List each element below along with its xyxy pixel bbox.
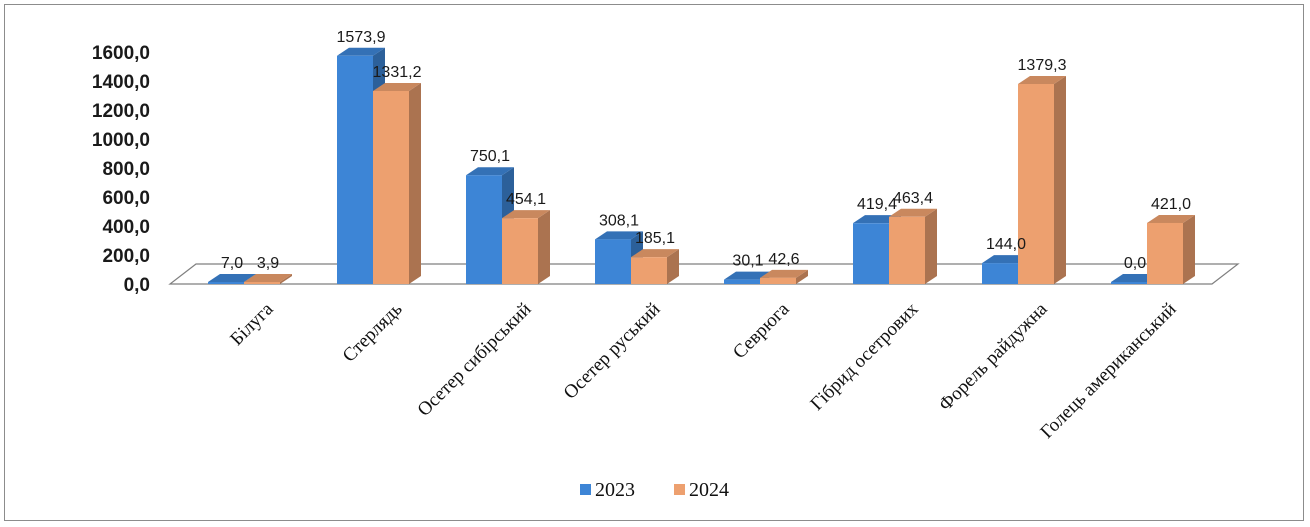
data-label: 463,4 (893, 190, 933, 207)
data-label: 3,9 (257, 255, 279, 272)
bar-top (373, 82, 421, 91)
bar-side (538, 210, 550, 284)
x-tick-label: Білуга (226, 298, 278, 350)
bar-2024-3 (631, 249, 679, 284)
bar-top (244, 274, 292, 282)
bar-front (208, 282, 244, 284)
data-label: 1331,2 (373, 64, 422, 81)
x-tick-label: Гібрид осетрових (806, 298, 923, 415)
bar-2024-6 (1018, 76, 1066, 285)
data-label: 30,1 (732, 253, 763, 270)
chart-floor (168, 263, 1240, 285)
x-tick-label: Голець американський (1036, 299, 1180, 443)
y-tick-label: 0,0 (124, 275, 150, 296)
bar-top (595, 231, 643, 240)
y-tick-label: 1000,0 (92, 130, 150, 151)
bar-front (889, 216, 925, 284)
bar-2024-7 (1147, 214, 1195, 284)
bar-2024-4 (760, 269, 808, 284)
bar-side (667, 249, 679, 284)
data-label: 1379,3 (1018, 57, 1067, 74)
data-label: 185,1 (635, 230, 675, 247)
floor-plane (168, 263, 1240, 285)
bar-front (1147, 222, 1183, 284)
bar-side (280, 274, 292, 284)
y-tick-label: 200,0 (102, 246, 150, 267)
bar-front (724, 279, 760, 284)
x-tick-label: Осетер руський (560, 299, 665, 404)
x-axis-labels: Білуга Стерлядь Осетер сибірський Осетер ру… (226, 298, 1180, 443)
bar-top (724, 271, 772, 280)
bar-top (208, 274, 256, 282)
y-tick-label: 1600,0 (92, 43, 150, 64)
x-tick-label: Севрюга (729, 298, 794, 363)
bar-2024-5 (889, 208, 937, 284)
bar-top (889, 208, 937, 217)
legend-label-2023: 2023 (595, 479, 635, 501)
bar-front (337, 55, 373, 284)
legend-swatch-2023 (580, 484, 591, 495)
legend-label-2024: 2024 (689, 479, 729, 501)
data-label: 7,0 (221, 255, 243, 272)
bar-front (853, 223, 889, 284)
bar-side (925, 208, 937, 284)
bar-front (631, 257, 667, 284)
bar-front (502, 218, 538, 284)
bar-top (760, 269, 808, 278)
legend-swatch-2024 (674, 484, 685, 495)
bar-front (595, 239, 631, 284)
bar-2024-1 (373, 82, 421, 284)
bar-side (1183, 214, 1195, 284)
bar-top (1147, 214, 1195, 223)
x-tick-label: Форель райдужна (935, 298, 1052, 415)
x-tick-label: Осетер сибірський (414, 299, 536, 421)
bar-top (1018, 76, 1066, 85)
bar-front (1111, 282, 1147, 284)
bar-front (244, 282, 280, 284)
x-tick-label: Стерлядь (339, 298, 407, 366)
data-label: 308,1 (599, 212, 639, 229)
y-tick-label: 400,0 (102, 217, 150, 238)
bar-front (760, 277, 796, 284)
y-tick-label: 1400,0 (92, 72, 150, 93)
bar-front (1018, 84, 1054, 285)
y-tick-label: 1200,0 (92, 101, 150, 122)
data-label: 421,0 (1151, 196, 1191, 213)
legend: 2023 2024 (580, 479, 729, 501)
bar-2024-2 (502, 210, 550, 284)
data-label: 419,4 (857, 196, 897, 213)
bar-side (796, 269, 808, 284)
bar-top (466, 167, 514, 176)
bar-top (337, 47, 385, 56)
bar-top (502, 210, 550, 219)
y-tick-label: 800,0 (102, 159, 150, 180)
y-axis-ticks: 0,0 200,0 400,0 600,0 800,0 1000,0 1200,0 1400,… (92, 43, 150, 296)
bar-2024-0 (244, 274, 292, 284)
data-label: 42,6 (768, 251, 799, 268)
data-label: 144,0 (986, 236, 1026, 253)
bars (208, 47, 1195, 285)
bar-front (466, 175, 502, 284)
data-label: 750,1 (470, 148, 510, 165)
bar-side (409, 82, 421, 284)
bar-side (1054, 76, 1066, 285)
bar-front (982, 263, 1018, 284)
data-label: 1573,9 (337, 29, 386, 46)
bar-2023-2 (466, 167, 514, 284)
bar-front (373, 90, 409, 284)
data-label: 454,1 (506, 191, 546, 208)
y-tick-label: 600,0 (102, 188, 150, 209)
data-label: 0,0 (1124, 255, 1146, 272)
bar-top (631, 249, 679, 258)
